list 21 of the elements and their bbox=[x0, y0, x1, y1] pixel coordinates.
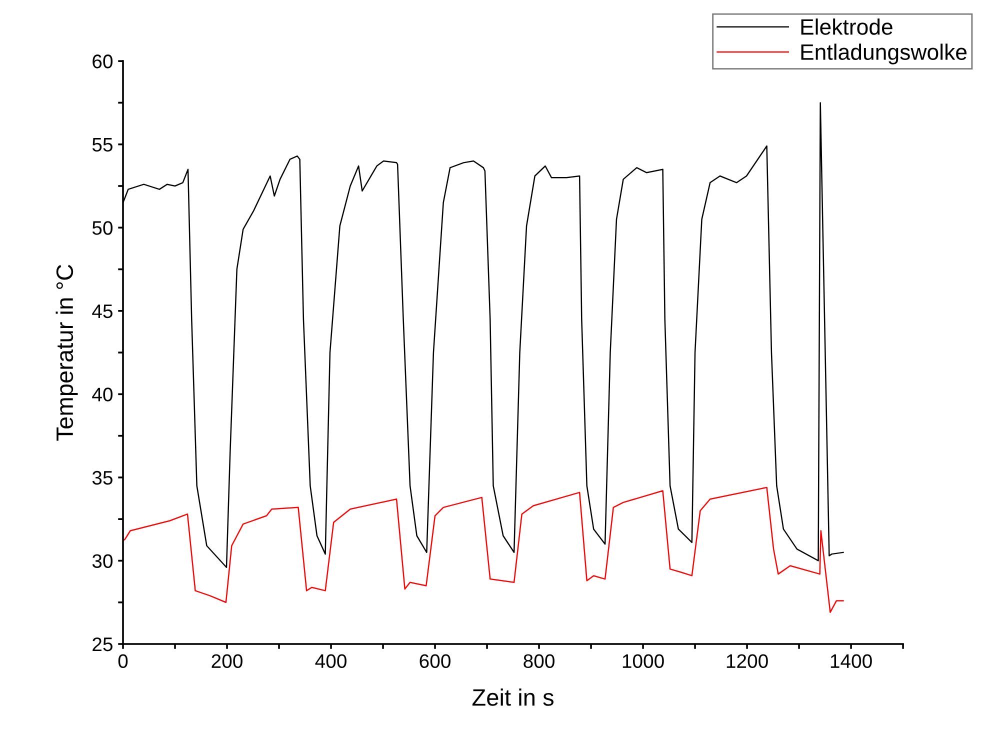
legend-label: Entladungswolke bbox=[801, 44, 967, 64]
y-tick-label: 35 bbox=[92, 470, 112, 485]
y-axis-title: Temperatur in °C bbox=[56, 264, 78, 441]
y-tick-label: 55 bbox=[92, 138, 112, 152]
x-tick-label: 1000 bbox=[622, 654, 664, 668]
line-series bbox=[123, 486, 844, 613]
x-tick-label: 0 bbox=[118, 654, 128, 668]
y-tick-label: 45 bbox=[92, 304, 112, 318]
x-tick-label: 200 bbox=[212, 654, 242, 668]
x-tick-label: 600 bbox=[420, 654, 450, 668]
x-axis-title: Zeit in s bbox=[472, 688, 554, 706]
legend-label: Elektrode bbox=[801, 18, 892, 35]
y-tick-label: 30 bbox=[92, 554, 113, 568]
x-tick-label: 1400 bbox=[830, 654, 872, 668]
y-tick-label: 40 bbox=[92, 388, 113, 402]
x-tick-label: 1200 bbox=[726, 654, 768, 668]
x-tick-label: 400 bbox=[315, 654, 346, 668]
y-tick-label: 25 bbox=[92, 637, 112, 652]
y-tick-label: 60 bbox=[92, 54, 113, 68]
x-tick-label: 800 bbox=[524, 654, 554, 668]
y-tick-label: 50 bbox=[92, 221, 113, 235]
